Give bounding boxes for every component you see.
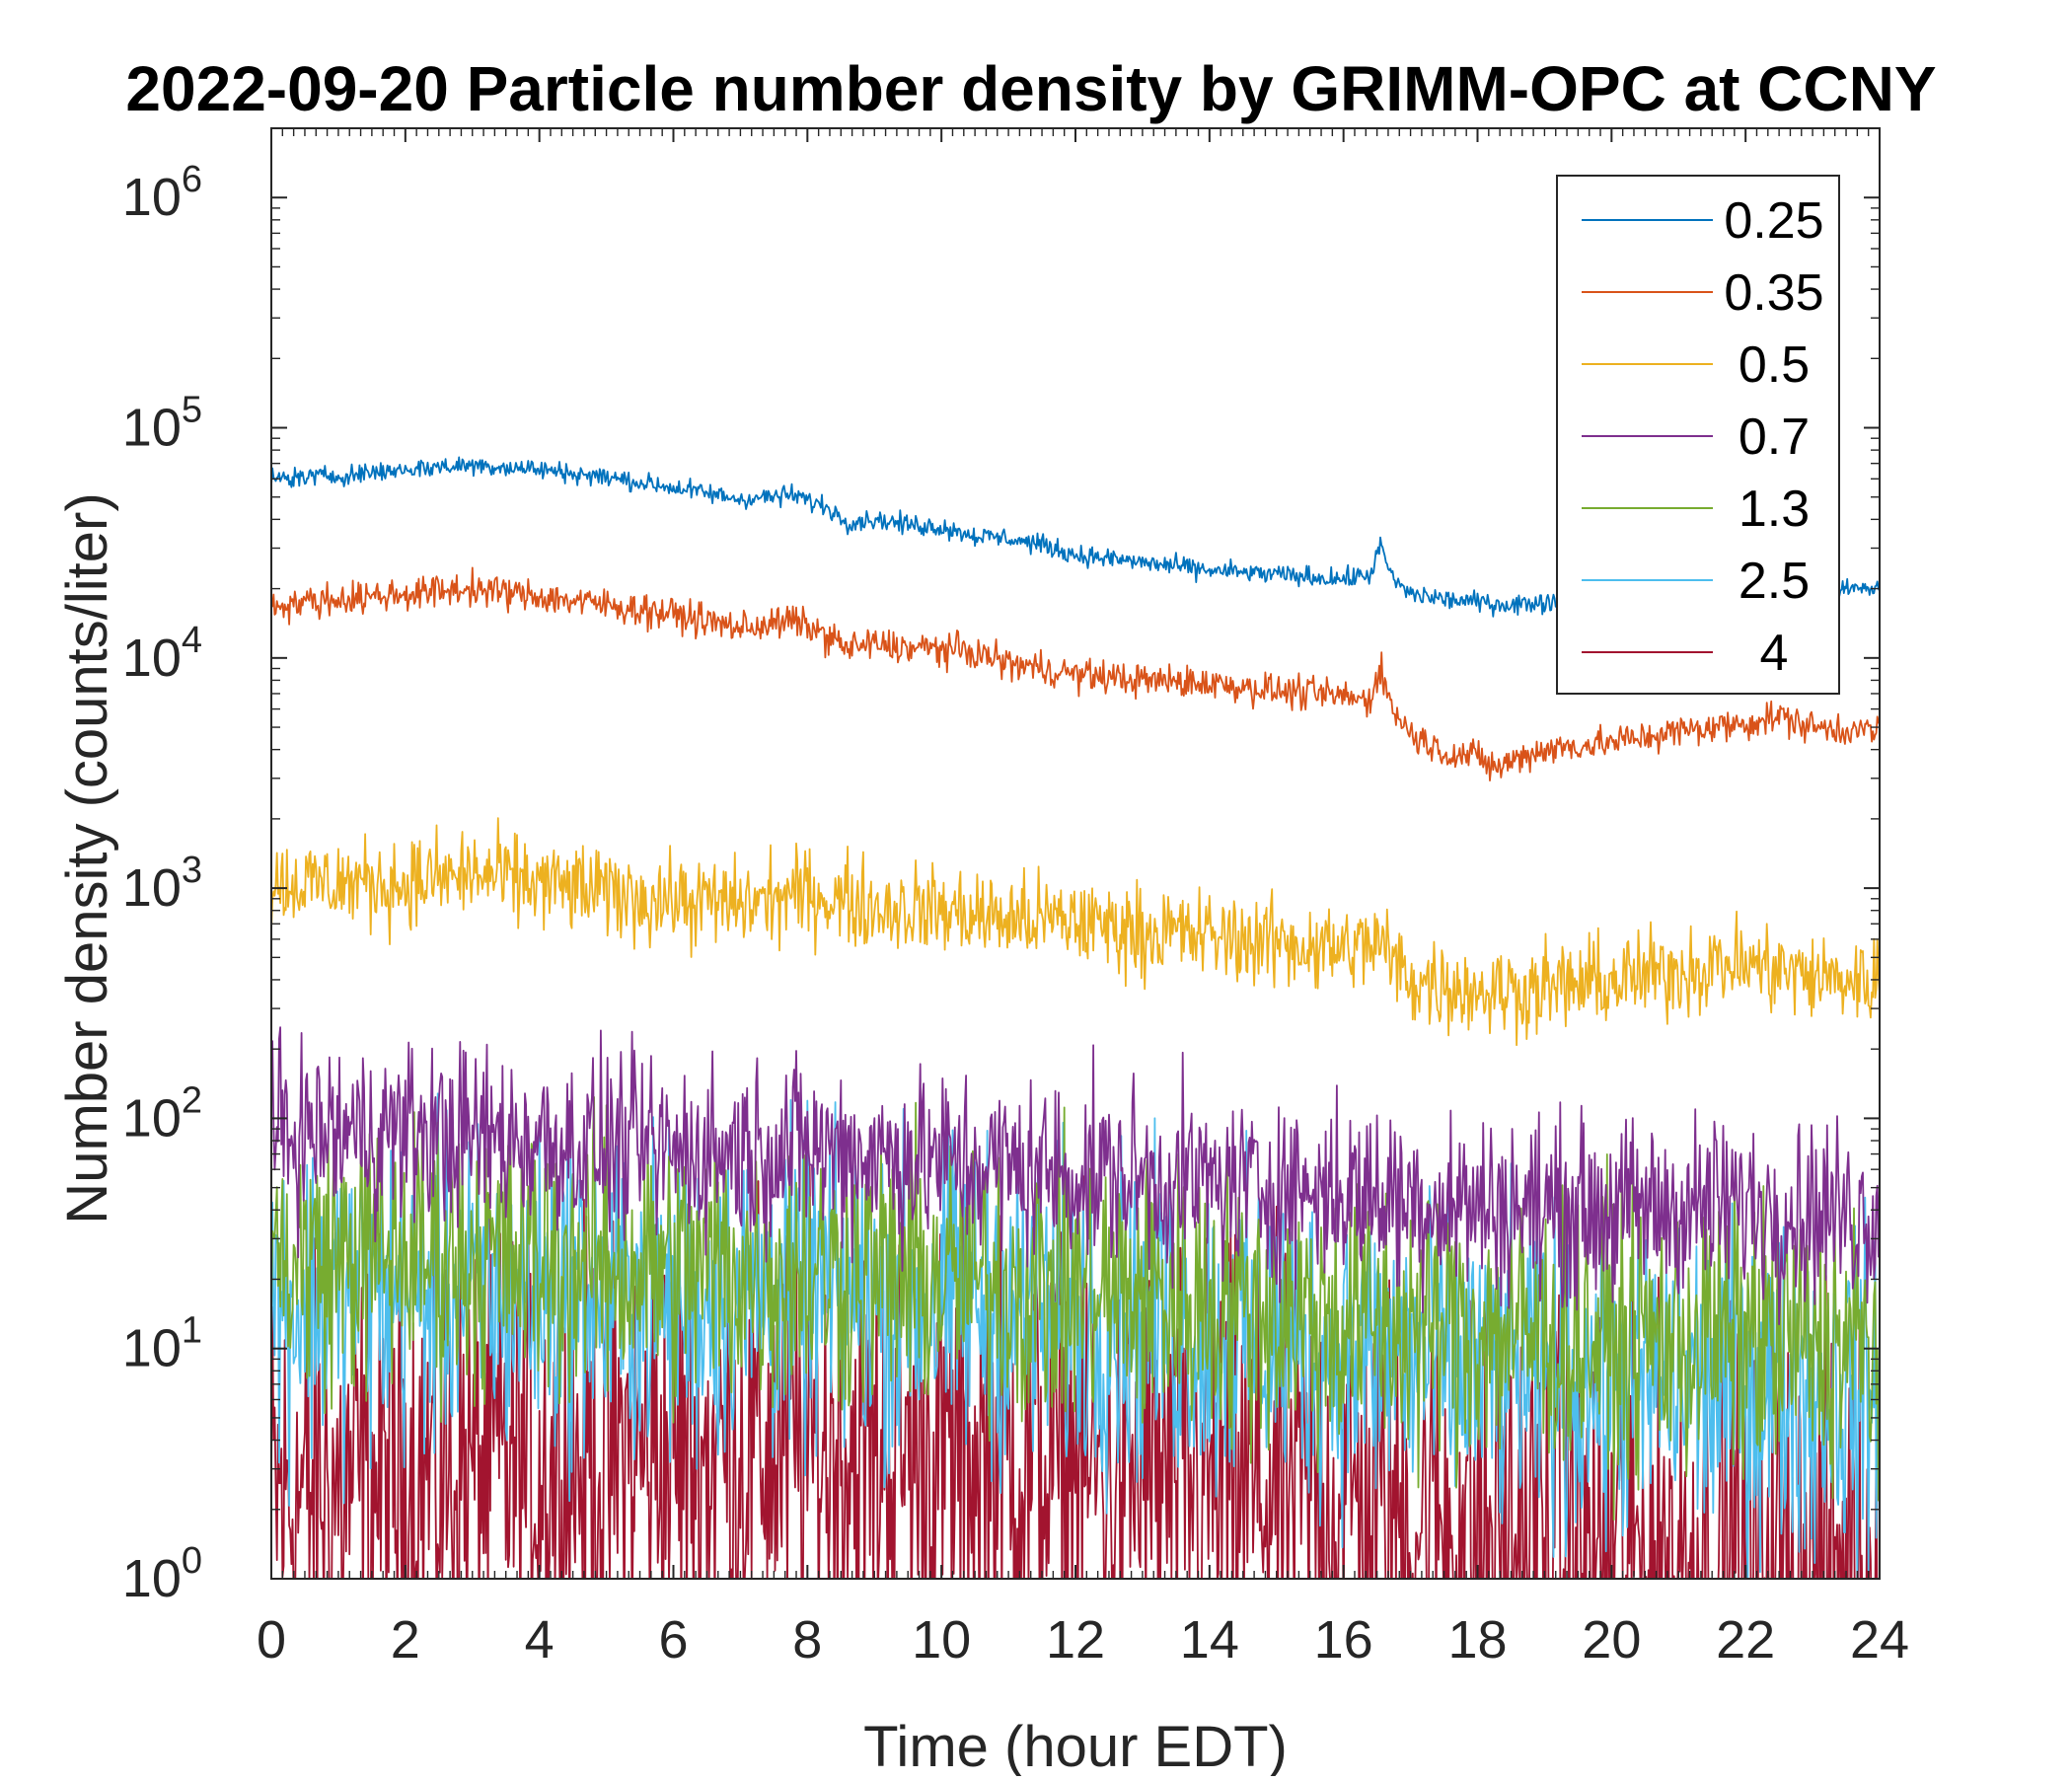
y-tick-label: 104 — [122, 620, 202, 688]
series-line-0-7 — [271, 1026, 1880, 1326]
x-tick-label: 8 — [792, 1610, 822, 1670]
legend: 0.25 0.35 0.5 0.7 1.3 2.5 4 — [1556, 175, 1840, 695]
x-tick-label: 22 — [1716, 1610, 1775, 1670]
x-tick-label: 6 — [658, 1610, 688, 1670]
legend-label-0-5: 0.5 — [1739, 336, 1810, 394]
series-layer — [271, 456, 1880, 1579]
legend-box — [1556, 175, 1840, 695]
x-tick-label: 18 — [1447, 1610, 1507, 1670]
legend-label-1-3: 1.3 — [1739, 481, 1810, 538]
y-tick-label: 102 — [122, 1079, 202, 1148]
legend-label-2-5: 2.5 — [1739, 553, 1810, 610]
y-axis-label: Number density (counts/liter) — [55, 492, 119, 1224]
chart-title: 2022-09-20 Particle number density by GR… — [125, 53, 1936, 124]
y-tick-label: 106 — [122, 159, 202, 227]
x-tick-label: 4 — [525, 1610, 555, 1670]
y-tick-label: 101 — [122, 1310, 202, 1378]
axes: 0 2 4 6 8 10 12 14 16 18 20 22 241001011021031041051… — [122, 127, 1909, 1670]
x-tick-label: 24 — [1850, 1610, 1909, 1670]
series-line-0-35 — [271, 566, 1880, 781]
legend-label-0-7: 0.7 — [1739, 408, 1810, 466]
y-tick-label: 105 — [122, 390, 202, 458]
x-tick-label: 0 — [257, 1610, 286, 1670]
series-line-4 — [271, 1165, 1879, 1579]
x-axis-label: Time (hour EDT) — [863, 1715, 1288, 1776]
series-line-1-3 — [271, 1096, 1880, 1521]
legend-label-0-25: 0.25 — [1724, 192, 1823, 250]
x-tick-label: 2 — [391, 1610, 420, 1670]
legend-label-4: 4 — [1760, 625, 1789, 682]
x-tick-label: 12 — [1046, 1610, 1105, 1670]
x-tick-label: 16 — [1314, 1610, 1373, 1670]
x-tick-label: 14 — [1180, 1610, 1239, 1670]
y-tick-label: 100 — [122, 1540, 202, 1608]
legend-label-0-35: 0.35 — [1724, 264, 1823, 322]
y-tick-label: 103 — [122, 850, 202, 918]
series-line-0-5 — [271, 817, 1880, 1047]
x-tick-label: 20 — [1582, 1610, 1641, 1670]
x-tick-label: 10 — [912, 1610, 971, 1670]
